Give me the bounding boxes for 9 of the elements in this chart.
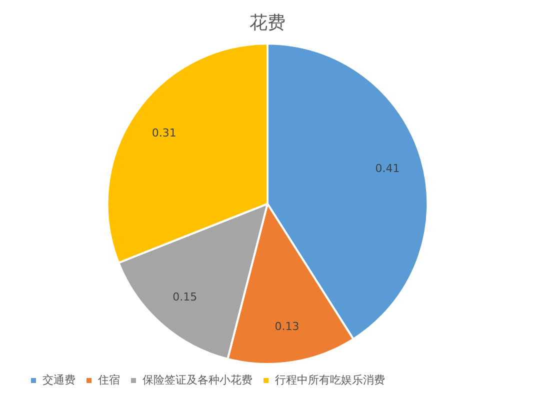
legend-label: 住宿	[98, 373, 120, 386]
legend-label: 行程中所有吃娱乐消费	[275, 373, 385, 386]
data-label: 0.13	[274, 320, 300, 334]
legend-label: 交通费	[42, 373, 76, 386]
data-label: 0.31	[152, 126, 176, 140]
data-label: 0.15	[172, 290, 198, 304]
data-label: 0.41	[375, 162, 400, 175]
chart-title: 花费	[250, 12, 286, 34]
legend-label: 保险签证及各种小花费	[142, 373, 252, 386]
